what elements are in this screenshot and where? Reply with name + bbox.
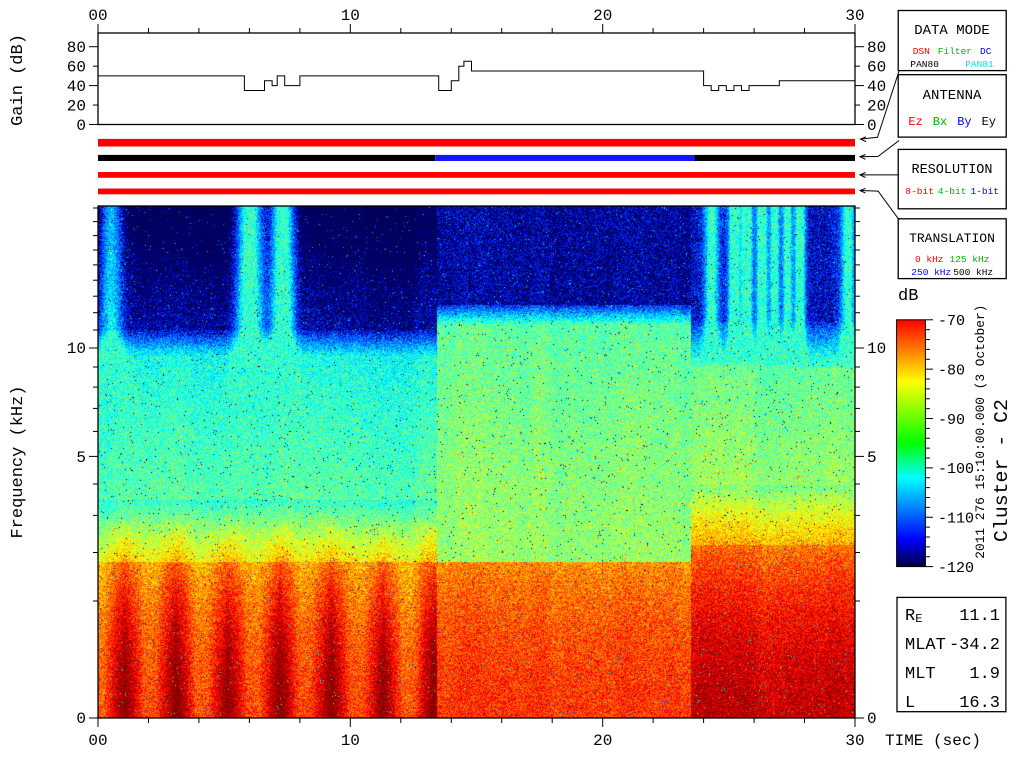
svg-text:Filter: Filter (938, 46, 972, 57)
svg-text:8-bit: 8-bit (905, 186, 934, 197)
svg-text:DC: DC (980, 46, 992, 57)
svg-text:MLT: MLT (905, 665, 936, 684)
svg-text:0: 0 (76, 710, 86, 728)
svg-text:0: 0 (867, 710, 877, 728)
svg-text:DATA MODE: DATA MODE (914, 23, 990, 39)
svg-text:Bx: Bx (933, 115, 947, 129)
svg-text:500 kHz: 500 kHz (953, 267, 993, 278)
svg-text:-100: -100 (938, 461, 974, 478)
svg-text:dB: dB (898, 287, 918, 306)
svg-text:80: 80 (867, 39, 886, 57)
svg-text:11.1: 11.1 (959, 607, 1000, 626)
svg-text:30: 30 (845, 732, 864, 750)
svg-text:RE: RE (905, 607, 922, 626)
svg-text:0 kHz: 0 kHz (915, 254, 944, 265)
svg-text:00: 00 (88, 7, 107, 25)
svg-text:20: 20 (67, 98, 86, 116)
svg-text:125 kHz: 125 kHz (950, 254, 990, 265)
svg-text:250 kHz: 250 kHz (911, 267, 951, 278)
svg-text:1.9: 1.9 (969, 665, 1000, 684)
svg-text:20: 20 (593, 732, 612, 750)
svg-text:-34.2: -34.2 (949, 636, 1000, 655)
svg-text:-70: -70 (938, 313, 965, 330)
svg-text:TIME (sec): TIME (sec) (885, 732, 981, 750)
svg-text:20: 20 (867, 98, 886, 116)
svg-text:Ey: Ey (982, 115, 996, 129)
svg-text:DSN: DSN (913, 46, 930, 57)
svg-text:10: 10 (67, 340, 86, 358)
svg-text:Frequency (kHz): Frequency (kHz) (9, 385, 28, 538)
svg-text:5: 5 (867, 449, 877, 467)
svg-text:20: 20 (593, 7, 612, 25)
svg-text:TRANSLATION: TRANSLATION (909, 231, 995, 246)
svg-text:Ez: Ez (908, 115, 922, 129)
svg-text:PAN80: PAN80 (910, 59, 939, 70)
svg-text:0: 0 (867, 117, 877, 135)
svg-text:PAN81: PAN81 (965, 59, 994, 70)
svg-text:10: 10 (341, 7, 360, 25)
svg-text:16.3: 16.3 (959, 694, 1000, 713)
svg-text:ANTENNA: ANTENNA (923, 88, 982, 104)
svg-text:40: 40 (67, 78, 86, 96)
svg-text:-110: -110 (938, 511, 974, 528)
svg-text:60: 60 (67, 59, 86, 77)
svg-text:2011 276 15:10:00.000 (3 Octob: 2011 276 15:10:00.000 (3 October) (973, 305, 988, 559)
svg-text:L: L (905, 694, 915, 713)
svg-text:RESOLUTION: RESOLUTION (911, 163, 992, 178)
svg-text:1-bit: 1-bit (971, 186, 1000, 197)
svg-text:10: 10 (867, 340, 886, 358)
svg-text:Gain (dB): Gain (dB) (9, 34, 28, 126)
svg-text:30: 30 (845, 7, 864, 25)
svg-text:Cluster - C2: Cluster - C2 (990, 399, 1013, 542)
svg-text:10: 10 (341, 732, 360, 750)
svg-text:40: 40 (867, 78, 886, 96)
svg-text:MLAT: MLAT (905, 636, 946, 655)
svg-text:-120: -120 (938, 560, 974, 577)
svg-text:00: 00 (88, 732, 107, 750)
svg-text:60: 60 (867, 59, 886, 77)
svg-text:4-bit: 4-bit (938, 186, 967, 197)
svg-text:-80: -80 (938, 363, 965, 380)
svg-text:80: 80 (67, 39, 86, 57)
svg-text:-90: -90 (938, 412, 965, 429)
svg-text:0: 0 (76, 117, 86, 135)
svg-text:5: 5 (76, 449, 86, 467)
svg-text:By: By (957, 115, 971, 129)
